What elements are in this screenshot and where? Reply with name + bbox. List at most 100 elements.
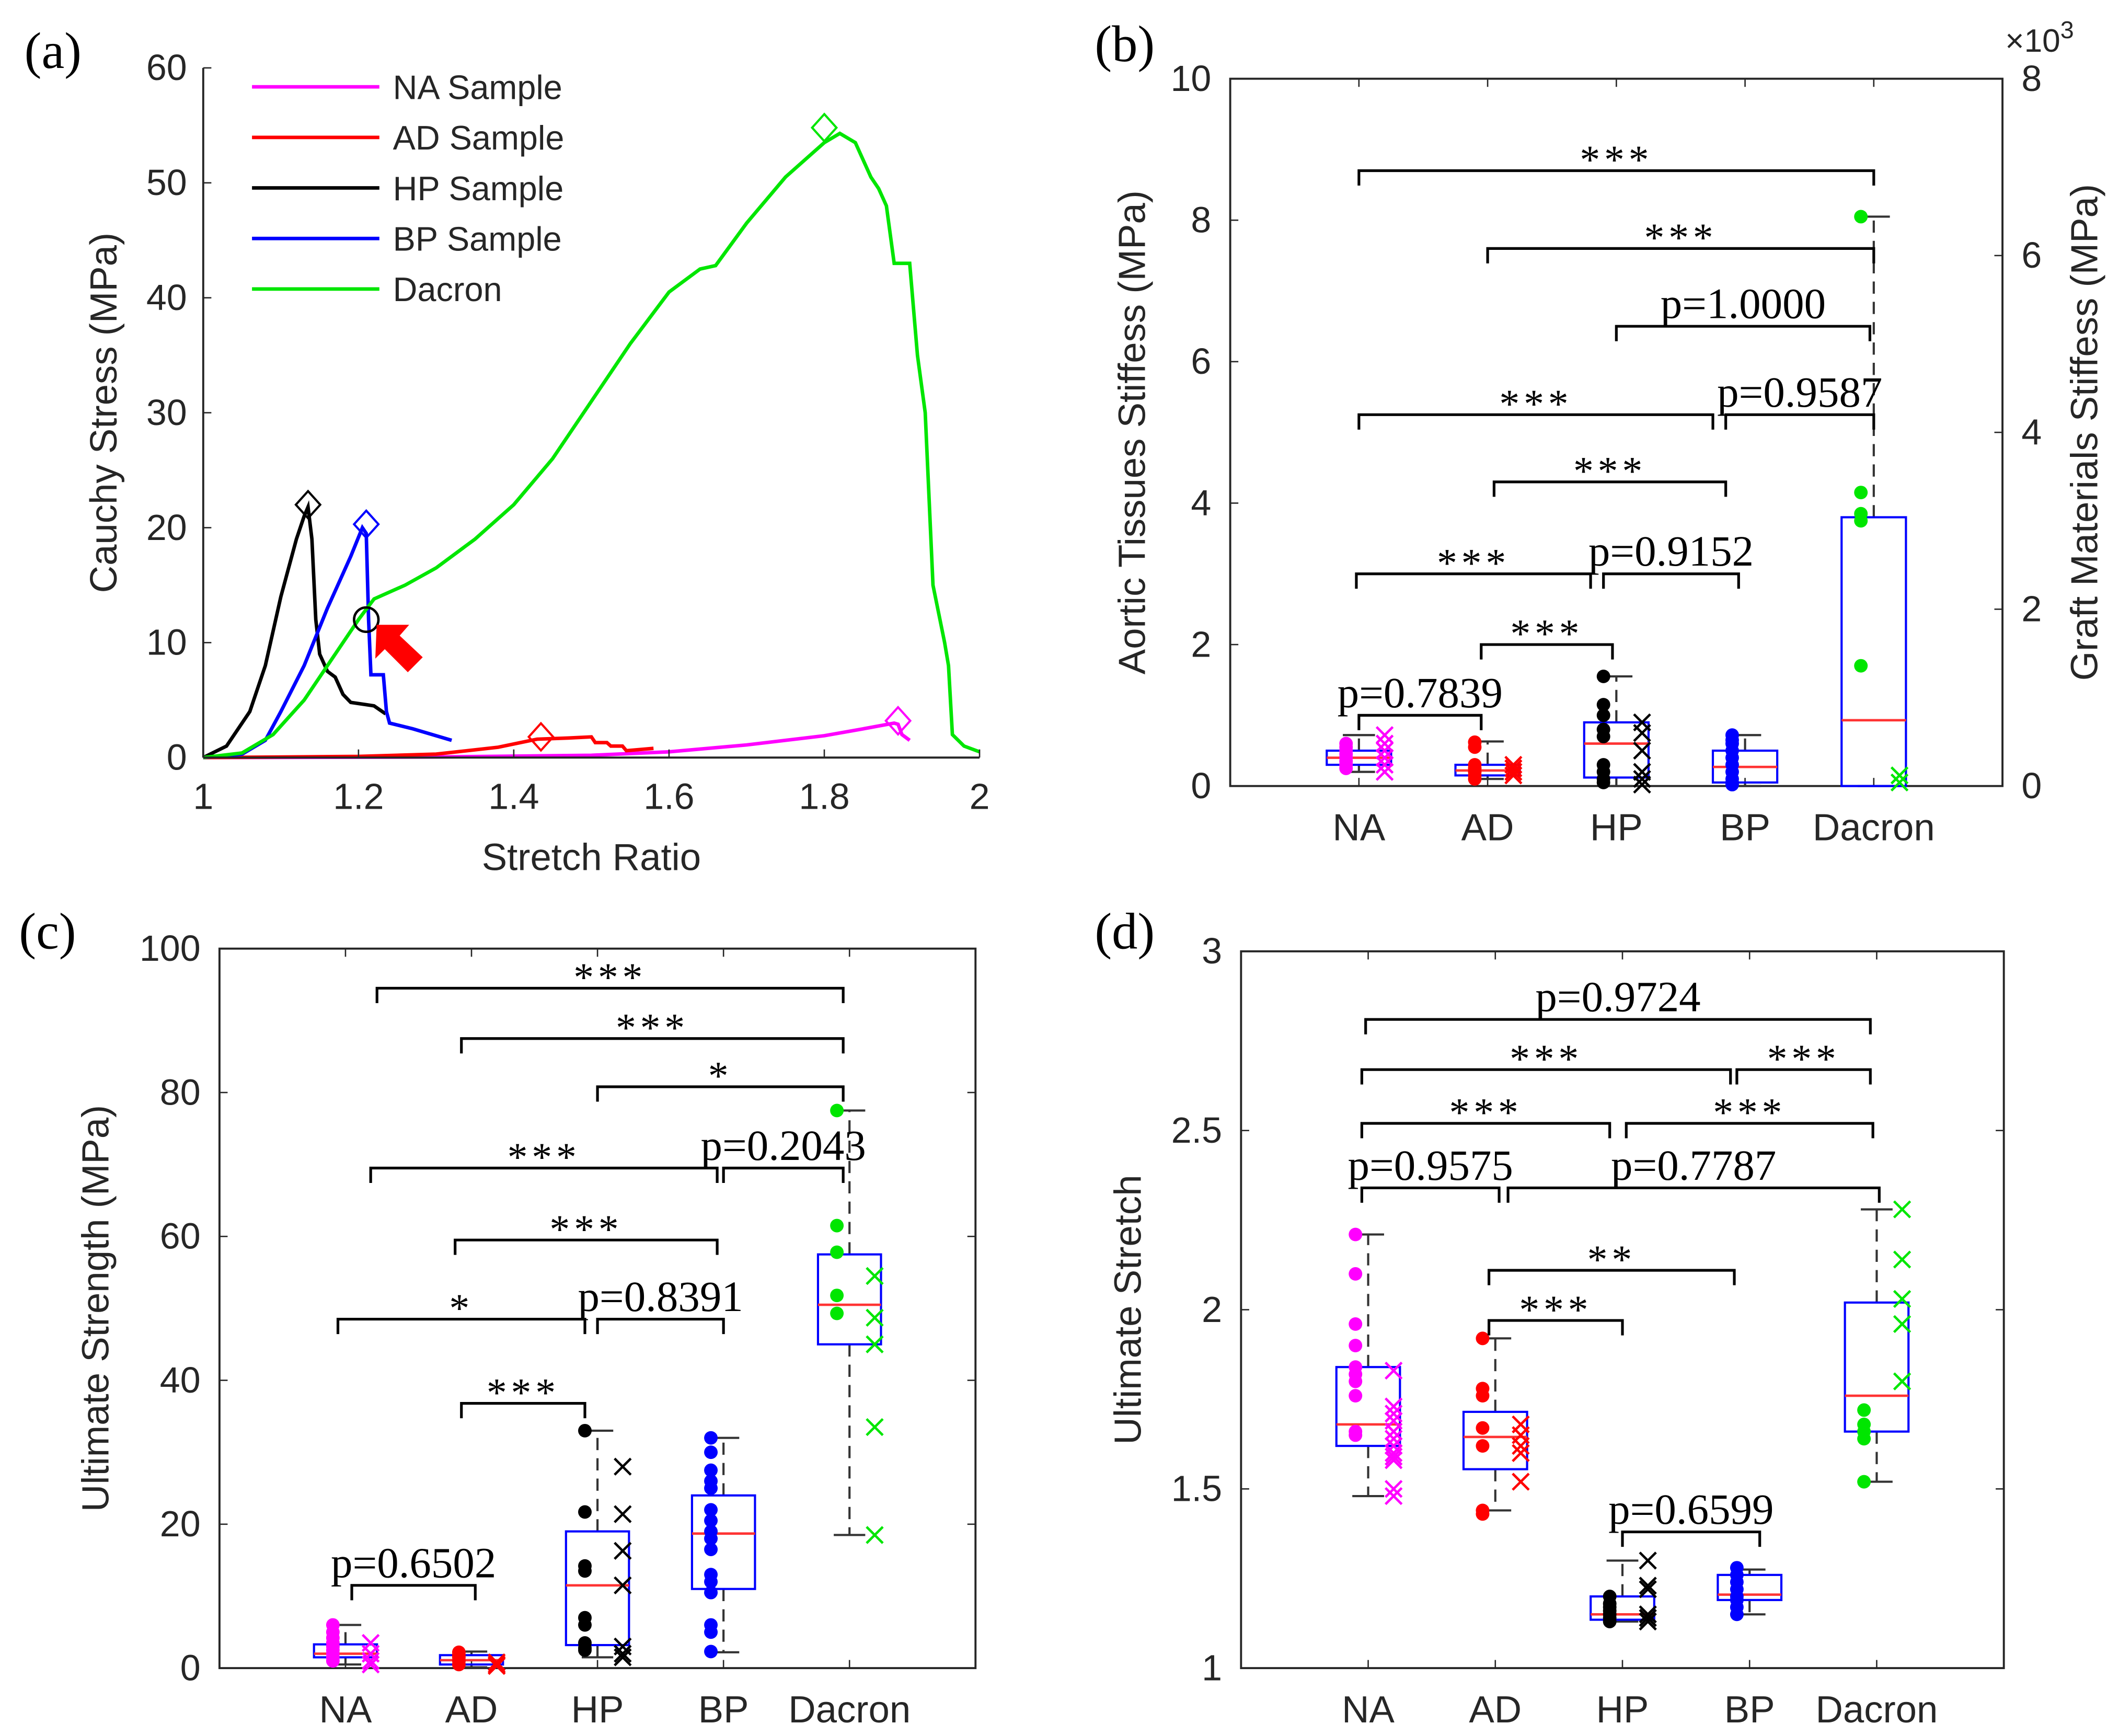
data-point-dot — [1476, 1421, 1490, 1435]
boxplot-ad — [439, 1645, 506, 1675]
series-line-hp-sample — [202, 500, 387, 760]
data-point-cross — [866, 1526, 884, 1544]
data-point-dot — [830, 1218, 844, 1233]
data-point-dot — [704, 1463, 718, 1477]
significance-stars: *** — [616, 1005, 689, 1050]
data-point-dot — [1854, 514, 1868, 528]
multiplier-exponent: 3 — [2060, 16, 2074, 43]
data-point-dot — [704, 1543, 718, 1556]
x-tick-label: 1 — [193, 776, 213, 817]
p-value-label: p=0.7787 — [1611, 1141, 1776, 1189]
x-tick-label: 1.8 — [799, 776, 849, 817]
data-point-dot — [1603, 1615, 1617, 1628]
data-point-dot — [1349, 1227, 1363, 1241]
x-tick-label: 2 — [970, 776, 990, 817]
y-tick-label: 40 — [160, 1360, 201, 1400]
significance-bracket — [369, 1166, 719, 1183]
data-point-cross — [1893, 1290, 1911, 1308]
data-point-cross — [1893, 1250, 1911, 1269]
panel-label: (b) — [1095, 16, 1155, 73]
box-iqr — [690, 1494, 756, 1590]
peak-diamond-marker — [884, 705, 912, 736]
y-tick-label: 1.5 — [1171, 1468, 1222, 1509]
significance-bracket — [1357, 714, 1483, 730]
data-point-dot — [704, 1513, 718, 1527]
category-label-ad: AD — [445, 1688, 498, 1731]
x-tick-label: 1.6 — [643, 776, 694, 817]
boxplot-bp — [1711, 728, 1779, 791]
significance-stars: *** — [549, 1206, 623, 1251]
box-iqr — [1840, 516, 1907, 787]
data-point-cross — [1512, 1436, 1530, 1455]
boxplot-dacron — [816, 1103, 884, 1544]
legend-entry: AD Sample — [393, 119, 565, 157]
data-point-dot — [830, 1103, 844, 1118]
boxplot-hp — [1590, 1551, 1657, 1631]
boxplot-ad — [1454, 735, 1523, 786]
significance-bracket — [375, 986, 845, 1003]
category-label-dacron: Dacron — [1813, 806, 1935, 848]
x-axis-label: Stretch Ratio — [482, 836, 701, 878]
y-tick-label: 2.5 — [1171, 1110, 1222, 1151]
data-point-cross — [1633, 723, 1651, 742]
category-label-hp: HP — [1596, 1688, 1649, 1731]
p-value-label: p=0.8391 — [578, 1272, 743, 1320]
category-label-hp: HP — [571, 1688, 624, 1731]
data-point-cross — [1893, 1200, 1911, 1218]
significance-bracket — [1492, 480, 1728, 497]
legend-entry: HP Sample — [393, 169, 564, 208]
significance-bracket — [1724, 413, 1875, 430]
data-point-cross — [1385, 1487, 1403, 1505]
data-point-dot — [704, 1645, 718, 1659]
data-point-cross — [614, 1505, 632, 1523]
data-point-dot — [704, 1503, 718, 1517]
y-tick-label: 20 — [146, 507, 187, 548]
data-point-dot — [1857, 1432, 1871, 1446]
data-point-dot — [578, 1564, 592, 1578]
data-point-dot — [1854, 486, 1868, 500]
data-point-cross — [614, 1648, 632, 1666]
highlight-circle — [353, 606, 380, 634]
y-tick-label: 50 — [146, 162, 187, 203]
data-point-cross — [1893, 1315, 1911, 1333]
data-point-cross — [1639, 1612, 1657, 1631]
right-y-tick-label: 4 — [2021, 411, 2042, 452]
box-iqr — [565, 1530, 630, 1647]
data-point-dot — [830, 1289, 844, 1303]
significance-stars: *** — [573, 955, 647, 1000]
multiplier-base: ×10 — [2005, 23, 2060, 59]
category-label-na: NA — [1332, 806, 1385, 848]
data-point-cross — [1385, 1480, 1403, 1498]
p-value-label: p=0.9152 — [1588, 527, 1754, 575]
x-tick-label: 1.4 — [488, 776, 539, 817]
significance-stars: *** — [1510, 1036, 1583, 1081]
y-tick-label: 0 — [1191, 765, 1211, 806]
y-tick-label: 4 — [1191, 482, 1211, 523]
legend-entry: BP Sample — [393, 220, 562, 258]
y-tick-label: 40 — [146, 277, 187, 318]
data-point-cross — [1375, 755, 1394, 774]
data-point-cross — [1639, 1605, 1657, 1624]
data-point-dot — [1468, 740, 1482, 754]
significance-bracket — [596, 1317, 725, 1335]
category-label-bp: BP — [1720, 806, 1770, 848]
data-point-dot — [1857, 1475, 1871, 1489]
significance-bracket — [1360, 1068, 1732, 1085]
data-point-cross — [866, 1308, 884, 1327]
category-label-bp: BP — [698, 1688, 749, 1731]
data-point-dot — [1596, 775, 1610, 789]
data-point-dot — [1857, 1403, 1871, 1417]
data-point-cross — [1375, 726, 1394, 744]
data-point-dot — [1349, 1389, 1363, 1403]
panel-c: (c) 0 20 40 60 80 100 NA AD HP BP Dacron Ultimate St… — [19, 903, 977, 1731]
data-point-dot — [1349, 1374, 1363, 1388]
data-point-cross — [1385, 1451, 1403, 1469]
significance-stars: *** — [1573, 449, 1646, 493]
y-tick-label: 80 — [160, 1072, 201, 1112]
significance-stars: *** — [1580, 137, 1653, 182]
y-tick-label: 2 — [1191, 624, 1211, 664]
significance-stars: *** — [1713, 1090, 1786, 1135]
boxplot-hp — [565, 1423, 632, 1666]
data-point-cross — [866, 1335, 884, 1353]
